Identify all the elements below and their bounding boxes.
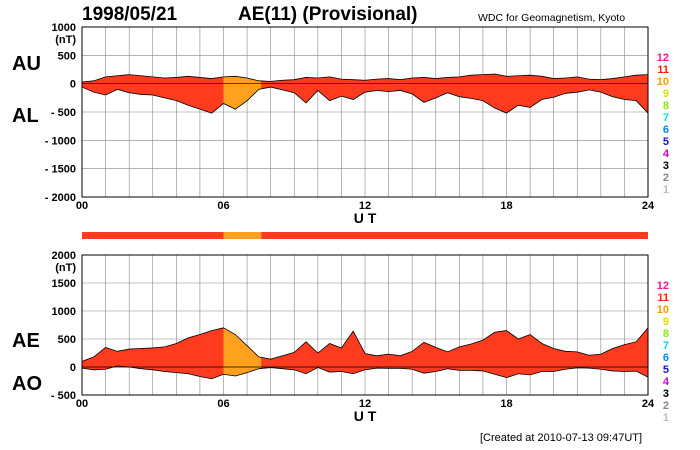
panel-label-ae: AE [12,330,40,352]
station-count-legend-item: 11 [657,64,669,76]
y-tick-label: 1000 [52,306,76,318]
station-count-legend-item: 9 [663,316,669,328]
station-count-legend-item: 1 [663,184,669,196]
y-tick-label: - 500 [51,107,76,119]
station-count-legend-item: 11 [657,292,669,304]
x-axis-label: U T [354,210,377,226]
x-tick-label: 18 [500,398,512,410]
panel-label-ao: AO [12,373,42,395]
chart-title: AE(11) (Provisional) [238,4,418,25]
station-count-legend-item: 4 [663,148,670,160]
x-tick-label: 12 [359,200,371,212]
x-tick-label: 12 [359,398,371,410]
station-bar-segment [223,232,262,239]
panel-top [81,26,649,198]
data-source: WDC for Geomagnetism, Kyoto [478,12,626,24]
y-tick-label: - 1500 [45,164,76,176]
y-tick-label: - 2000 [45,192,76,204]
station-count-legend-item: 7 [663,112,669,124]
panel-label-al: AL [12,105,39,127]
y-unit-label: (nT) [55,34,76,46]
station-bar-segment [82,232,224,239]
station-count-legend-item: 7 [663,340,669,352]
y-tick-label: 500 [58,334,76,346]
x-axis-label: U T [354,408,377,424]
x-tick-label: 24 [642,398,655,410]
station-count-legend-item: 9 [663,88,669,100]
station-count-legend-item: 1 [663,412,669,424]
y-unit-label: (nT) [55,262,76,274]
series-line-AU [81,73,649,83]
plot-frame [81,26,649,198]
station-count-legend-item: 6 [663,124,669,136]
station-count-legend-item: 12 [657,52,669,64]
station-count-legend-item: 10 [657,304,669,316]
station-count-legend-item: 4 [663,376,670,388]
chart-date: 1998/05/21 [82,4,178,25]
station-count-legend-item: 3 [663,160,669,172]
y-tick-label: 0 [70,79,76,91]
x-tick-label: 06 [217,398,229,410]
y-tick-label: 2000 [52,250,76,262]
series-line-AE [81,327,649,362]
plot-frame [81,254,649,396]
y-tick-label: 1000 [52,22,76,34]
provisional-band-bottom [223,327,262,376]
station-count-legend-item: 3 [663,388,669,400]
station-count-legend-item: 8 [663,100,669,112]
station-count-legend-item: 2 [663,400,669,412]
station-count-legend-item: 5 [663,136,669,148]
y-tick-label: - 500 [51,390,76,402]
station-count-legend-item: 5 [663,364,669,376]
station-count-legend-item: 6 [663,352,669,364]
x-tick-label: 24 [642,200,655,212]
panel-bottom [81,254,649,396]
series-line-AL [81,86,649,114]
y-tick-label: 0 [70,362,76,374]
y-tick-label: - 1000 [45,135,76,147]
y-tick-label: 1500 [52,278,76,290]
x-tick-label: 06 [217,200,229,212]
panel-label-au: AU [12,53,41,75]
x-tick-label: 00 [76,398,88,410]
series-line-AO [81,365,649,380]
station-count-legend-item: 8 [663,328,669,340]
station-count-legend-item: 12 [657,280,669,292]
provisional-band-top [223,76,262,110]
created-timestamp: [Created at 2010-07-13 09:47UT] [480,432,643,444]
station-count-legend-item: 10 [657,76,669,88]
station-bar-segment [261,232,648,239]
y-tick-label: 500 [58,50,76,62]
x-tick-label: 00 [76,200,88,212]
x-tick-label: 18 [500,200,512,212]
station-count-legend-item: 2 [663,172,669,184]
